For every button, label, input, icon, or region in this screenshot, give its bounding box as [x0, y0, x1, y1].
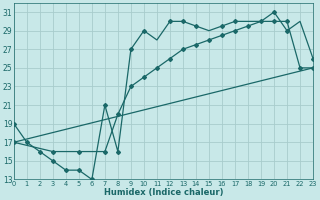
- X-axis label: Humidex (Indice chaleur): Humidex (Indice chaleur): [104, 188, 223, 197]
